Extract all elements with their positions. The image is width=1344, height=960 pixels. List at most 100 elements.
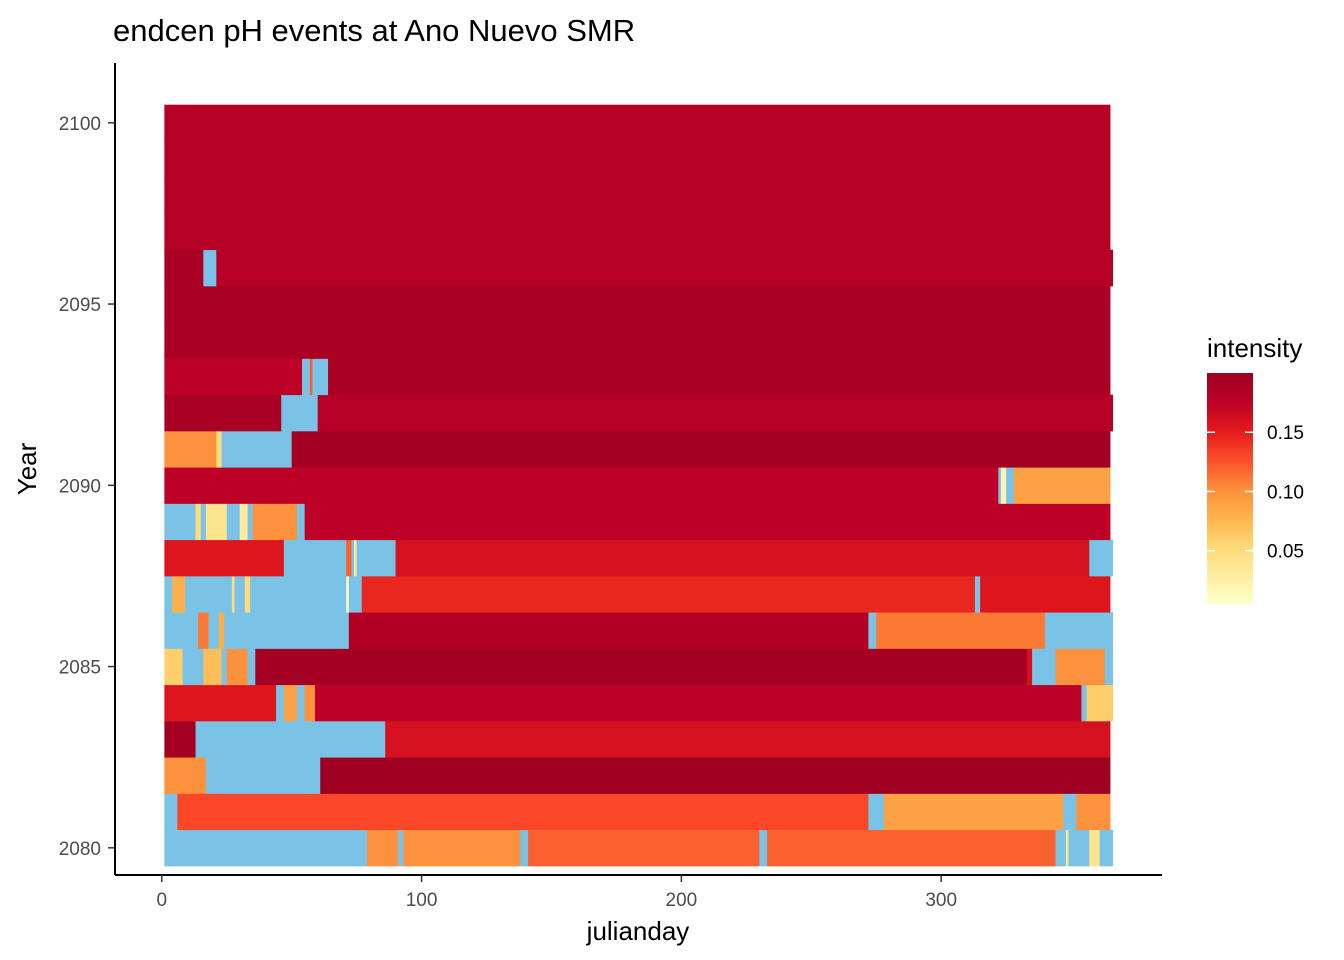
heatmap-cell xyxy=(164,249,204,287)
heatmap-cell xyxy=(283,539,347,577)
y-tick-label: 2100 xyxy=(59,114,101,135)
heatmap-cell xyxy=(205,503,228,541)
heatmap-cell xyxy=(767,829,1056,867)
heatmap-cell xyxy=(1086,684,1114,722)
heatmap-cell xyxy=(346,575,350,613)
heatmap-cell xyxy=(198,612,209,649)
chart-title: endcen pH events at Ano Nuevo SMR xyxy=(113,13,635,48)
y-tick-label: 2080 xyxy=(59,839,101,860)
heatmap-cell xyxy=(398,829,404,867)
heatmap-cell xyxy=(868,793,885,831)
heatmap-cell xyxy=(1026,648,1033,686)
heatmap-cell xyxy=(998,467,1002,504)
heatmap-cell xyxy=(172,575,186,613)
heatmap-cell xyxy=(200,503,207,541)
heatmap-cell xyxy=(164,394,282,432)
heatmap-cell xyxy=(876,612,1046,649)
heatmap-cell xyxy=(244,575,251,613)
heatmap-cell xyxy=(328,358,1111,396)
heatmap-cell xyxy=(309,358,313,396)
heatmap-cell xyxy=(216,430,222,468)
heatmap-cell xyxy=(1076,793,1111,831)
heatmap-cell xyxy=(528,829,760,867)
heatmap-cell xyxy=(221,430,293,468)
heatmap-cell xyxy=(164,757,207,794)
heatmap-cell xyxy=(164,503,196,541)
heatmap-cell xyxy=(520,829,529,867)
heatmap-cell xyxy=(1000,467,1007,504)
heatmap-cell xyxy=(1045,612,1114,649)
heatmap-cell xyxy=(276,684,285,722)
heatmap-cell xyxy=(164,612,199,649)
heatmap-cell xyxy=(164,575,173,613)
heatmap-cell xyxy=(252,503,298,541)
heatmap-cell xyxy=(283,684,298,722)
heatmap-cell xyxy=(164,285,1111,323)
heatmap-cell xyxy=(164,793,178,831)
colorbar-tick-label: 0.05 xyxy=(1267,542,1304,563)
heatmap-cell xyxy=(164,104,1111,142)
heatmap-cell xyxy=(247,648,256,686)
heatmap-cell xyxy=(315,358,329,396)
heatmap-cell xyxy=(1013,467,1111,504)
heatmap-cell xyxy=(226,648,248,686)
heatmap-cell xyxy=(224,612,350,649)
colorbar-tick-label: 0.10 xyxy=(1267,482,1304,503)
heatmap-cell xyxy=(231,575,235,613)
heatmap-cell xyxy=(250,575,347,613)
heatmap-cell xyxy=(255,648,1028,686)
y-axis-title: Year xyxy=(12,442,42,495)
axes: 0 100 200 300 2080 2085 2090 2095 2100 xyxy=(59,63,1162,911)
heatmap-cell xyxy=(1104,648,1114,686)
heatmap-cell xyxy=(367,829,399,867)
legend-title: intensity xyxy=(1207,333,1302,363)
y-tick-label: 2085 xyxy=(59,658,101,679)
heatmap-cell xyxy=(312,358,316,396)
heatmap-cell xyxy=(385,720,1111,758)
x-axis-title: julianday xyxy=(586,916,690,946)
heatmap-cell xyxy=(315,684,1082,722)
x-tick-label: 100 xyxy=(406,890,438,911)
heatmap-cell xyxy=(1006,467,1015,504)
y-tick-label: 2095 xyxy=(59,295,101,316)
heatmap-cell xyxy=(1065,829,1069,867)
heatmap-cell xyxy=(234,575,246,613)
heatmap-cell xyxy=(304,503,1111,541)
heatmap-cell xyxy=(291,430,1111,468)
heatmap-cell xyxy=(296,684,306,722)
heatmap-cell xyxy=(395,539,1090,577)
heatmap-cell xyxy=(208,612,220,649)
heatmap-cell xyxy=(164,684,277,722)
heatmap-cell xyxy=(980,575,1111,613)
heatmap-cell xyxy=(1089,539,1114,577)
heatmap-cell xyxy=(177,793,869,831)
heatmap-cell xyxy=(1099,829,1114,867)
heatmap-cell xyxy=(361,575,976,613)
heatmap-cells xyxy=(164,104,1114,867)
heatmap-cell xyxy=(239,503,248,541)
heatmap-cell xyxy=(203,648,222,686)
heatmap-cell xyxy=(281,394,319,432)
heatmap-cell xyxy=(182,648,204,686)
heatmap-cell xyxy=(346,539,352,577)
heatmap-cell xyxy=(164,358,303,396)
heatmap-cell xyxy=(164,648,183,686)
heatmap-cell xyxy=(195,503,202,541)
heatmap-cell xyxy=(218,612,225,649)
heatmap-cell xyxy=(164,177,1111,214)
heatmap-cell xyxy=(296,503,306,541)
heatmap-cell xyxy=(203,249,217,287)
heatmap-cell xyxy=(164,467,999,504)
colorbar xyxy=(1207,373,1253,604)
legend: intensity 0.05 0.10 0.15 xyxy=(1207,333,1304,604)
y-tick-label: 2090 xyxy=(59,476,101,497)
heatmap-cell xyxy=(759,829,768,867)
heatmap-cell xyxy=(302,358,311,396)
heatmap-cell xyxy=(348,612,869,649)
heatmap-cell xyxy=(221,648,228,686)
heatmap-cell xyxy=(164,829,368,867)
heatmap-cell xyxy=(1089,829,1101,867)
heatmap-cell xyxy=(348,575,363,613)
heatmap-cell xyxy=(226,503,241,541)
